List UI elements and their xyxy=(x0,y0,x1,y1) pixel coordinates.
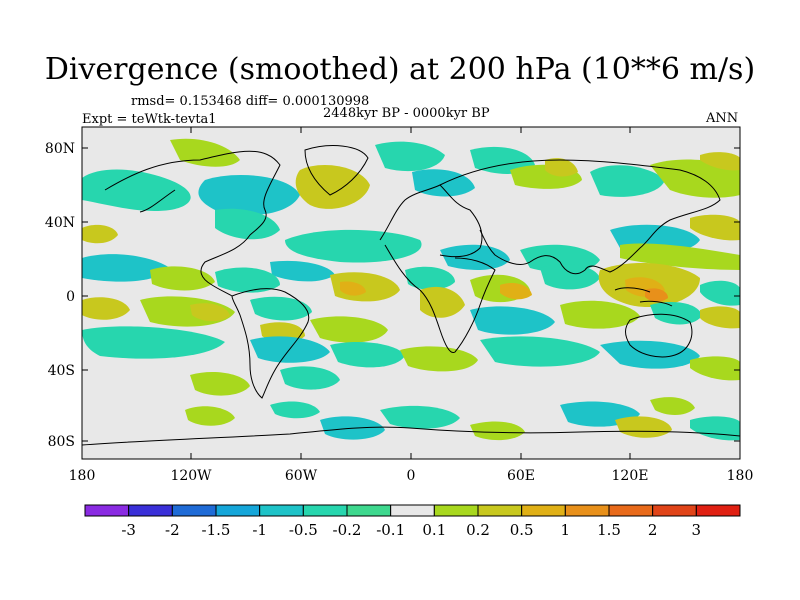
lat-label-eq: 0 xyxy=(66,289,75,305)
colorbar-boxes xyxy=(84,504,741,517)
colorbar-box xyxy=(521,504,566,517)
colorbar-label: 0.1 xyxy=(422,521,446,539)
map-title: Divergence (smoothed) at 200 hPa (10**6 … xyxy=(44,52,756,87)
colorbar-box xyxy=(84,504,130,517)
lon-label-180w: 180 xyxy=(69,468,96,484)
coastlines xyxy=(82,145,740,446)
lat-label-80n: 80N xyxy=(45,141,75,157)
colorbar-box xyxy=(608,504,654,517)
colorbar-box xyxy=(652,504,697,517)
season-label: ANN xyxy=(706,111,739,126)
colorbar-label: -1.5 xyxy=(202,521,231,539)
colorbar-label: 0.2 xyxy=(466,521,490,539)
field-contours xyxy=(82,138,740,441)
lat-label-40n: 40N xyxy=(45,215,75,231)
colorbar-box xyxy=(171,504,217,517)
colorbar-box xyxy=(477,504,523,517)
colorbar-label: 3 xyxy=(692,521,702,539)
lat-tick-marks xyxy=(82,147,740,442)
colorbar-box xyxy=(302,504,348,517)
lon-tick-marks xyxy=(81,127,741,459)
colorbar-box xyxy=(695,504,741,517)
colorbar-label: 1.5 xyxy=(597,521,621,539)
stats-text: rmsd= 0.153468 diff= 0.000130998 xyxy=(131,94,370,109)
colorbar-label: -0.5 xyxy=(289,521,318,539)
colorbar-box xyxy=(433,504,479,517)
map-plot-area xyxy=(82,127,740,459)
period-label: 2448kyr BP - 0000kyr BP xyxy=(323,106,490,121)
experiment-label: Expt = teWtk-tevta1 xyxy=(82,112,217,127)
colorbar-box xyxy=(259,504,304,517)
colorbar-box xyxy=(390,504,435,517)
colorbar-label: -3 xyxy=(121,521,136,539)
colorbar-box xyxy=(564,504,610,517)
colorbar-labels: -3 -2 -1.5 -1 -0.5 -0.2 -0.1 0.1 0.2 0.5 1 1.5 2 3 xyxy=(121,521,701,539)
colorbar-label: -0.1 xyxy=(376,521,405,539)
colorbar-label: 0.5 xyxy=(510,521,534,539)
lon-label-60e: 60E xyxy=(507,468,535,484)
lon-label-120e: 120E xyxy=(612,468,649,484)
colorbar-label: 1 xyxy=(561,521,571,539)
colorbar-box xyxy=(215,504,261,517)
lon-label-0: 0 xyxy=(407,468,416,484)
lon-label-180e: 180 xyxy=(727,468,754,484)
colorbar-label: -1 xyxy=(252,521,267,539)
colorbar-label: 2 xyxy=(648,521,658,539)
lon-label-120w: 120W xyxy=(170,468,212,484)
lat-label-80s: 80S xyxy=(48,434,75,450)
colorbar-label: -0.2 xyxy=(333,521,362,539)
colorbar-label: -2 xyxy=(165,521,180,539)
lat-label-40s: 40S xyxy=(48,363,75,379)
lon-label-60w: 60W xyxy=(285,468,318,484)
colorbar-box xyxy=(128,504,173,517)
colorbar-box xyxy=(346,504,392,517)
